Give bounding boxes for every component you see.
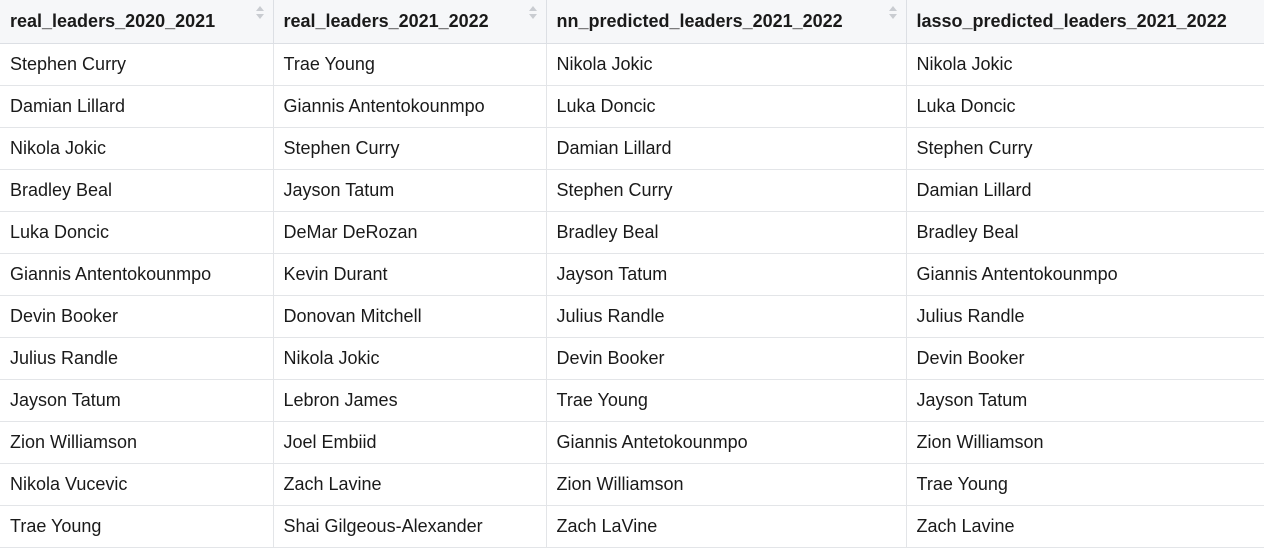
table-cell: Julius Randle <box>906 295 1264 338</box>
table-row: Stephen Curry Trae Young Nikola Jokic Ni… <box>0 43 1264 86</box>
table-cell: Trae Young <box>0 505 274 548</box>
table-cell: Nikola Jokic <box>546 43 907 86</box>
sort-icon[interactable] <box>888 6 898 22</box>
table-cell: Zion Williamson <box>906 421 1264 464</box>
table-cell: Devin Booker <box>906 337 1264 380</box>
table-cell: Zach Lavine <box>906 505 1264 548</box>
table-cell: Trae Young <box>906 463 1264 506</box>
table-row: Luka Doncic DeMar DeRozan Bradley Beal B… <box>0 211 1264 254</box>
table-cell: Bradley Beal <box>906 211 1264 254</box>
table-body: Stephen Curry Trae Young Nikola Jokic Ni… <box>0 43 1264 548</box>
table-cell: Shai Gilgeous-Alexander <box>273 505 547 548</box>
table-cell: Luka Doncic <box>906 85 1264 128</box>
table-cell: Kevin Durant <box>273 253 547 296</box>
table-cell: Nikola Jokic <box>906 43 1264 86</box>
column-header[interactable]: nn_predicted_leaders_2021_2022 <box>546 0 907 44</box>
table-row: Trae Young Shai Gilgeous-Alexander Zach … <box>0 505 1264 548</box>
table-cell: Giannis Antentokounmpo <box>906 253 1264 296</box>
table-cell: Devin Booker <box>546 337 907 380</box>
table-cell: Zach LaVine <box>546 505 907 548</box>
table-cell: Bradley Beal <box>0 169 274 212</box>
column-header-label: lasso_predicted_leaders_2021_2022 <box>916 10 1227 31</box>
table-cell: Damian Lillard <box>906 169 1264 212</box>
table-row: Jayson Tatum Lebron James Trae Young Jay… <box>0 379 1264 422</box>
table-cell: Giannis Antentokounmpo <box>0 253 274 296</box>
table-cell: Julius Randle <box>0 337 274 380</box>
table-cell: Lebron James <box>273 379 547 422</box>
column-header[interactable]: lasso_predicted_leaders_2021_2022 <box>906 0 1264 44</box>
table-row: Giannis Antentokounmpo Kevin Durant Jays… <box>0 253 1264 296</box>
table-header: real_leaders_2020_2021 real_leaders_2021… <box>0 0 1264 44</box>
table-row: Julius Randle Nikola Jokic Devin Booker … <box>0 337 1264 380</box>
column-header[interactable]: real_leaders_2020_2021 <box>0 0 274 44</box>
table-row: Devin Booker Donovan Mitchell Julius Ran… <box>0 295 1264 338</box>
table-row: Zion Williamson Joel Embiid Giannis Ante… <box>0 421 1264 464</box>
table-cell: Damian Lillard <box>546 127 907 170</box>
table-row: Bradley Beal Jayson Tatum Stephen Curry … <box>0 169 1264 212</box>
table-cell: Zach Lavine <box>273 463 547 506</box>
table-cell: Stephen Curry <box>0 43 274 86</box>
header-row: real_leaders_2020_2021 real_leaders_2021… <box>0 0 1264 44</box>
sort-icon[interactable] <box>255 6 265 22</box>
table-cell: Jayson Tatum <box>906 379 1264 422</box>
table-cell: Zion Williamson <box>0 421 274 464</box>
table-cell: Jayson Tatum <box>273 169 547 212</box>
table-cell: Zion Williamson <box>546 463 907 506</box>
table-cell: Damian Lillard <box>0 85 274 128</box>
table-cell: Nikola Jokic <box>0 127 274 170</box>
table-cell: Trae Young <box>546 379 907 422</box>
table-cell: Jayson Tatum <box>0 379 274 422</box>
table-cell: DeMar DeRozan <box>273 211 547 254</box>
column-header-label: real_leaders_2020_2021 <box>10 10 216 31</box>
table-cell: Stephen Curry <box>906 127 1264 170</box>
table-cell: Trae Young <box>273 43 547 86</box>
table-row: Nikola Jokic Stephen Curry Damian Lillar… <box>0 127 1264 170</box>
table-row: Damian Lillard Giannis Antentokounmpo Lu… <box>0 85 1264 128</box>
table-row: Nikola Vucevic Zach Lavine Zion Williams… <box>0 463 1264 506</box>
table-cell: Giannis Antentokounmpo <box>273 85 547 128</box>
table-cell: Giannis Antetokounmpo <box>546 421 907 464</box>
table-cell: Luka Doncic <box>546 85 907 128</box>
table-cell: Stephen Curry <box>546 169 907 212</box>
column-header-label: real_leaders_2021_2022 <box>283 10 489 31</box>
table-cell: Stephen Curry <box>273 127 547 170</box>
table-cell: Joel Embiid <box>273 421 547 464</box>
table-cell: Donovan Mitchell <box>273 295 547 338</box>
table-cell: Devin Booker <box>0 295 274 338</box>
table-cell: Julius Randle <box>546 295 907 338</box>
table-cell: Luka Doncic <box>0 211 274 254</box>
column-header[interactable]: real_leaders_2021_2022 <box>273 0 547 44</box>
table-cell: Nikola Vucevic <box>0 463 274 506</box>
sort-icon[interactable] <box>528 6 538 22</box>
table-cell: Nikola Jokic <box>273 337 547 380</box>
table-cell: Bradley Beal <box>546 211 907 254</box>
column-header-label: nn_predicted_leaders_2021_2022 <box>556 10 843 31</box>
table-cell: Jayson Tatum <box>546 253 907 296</box>
